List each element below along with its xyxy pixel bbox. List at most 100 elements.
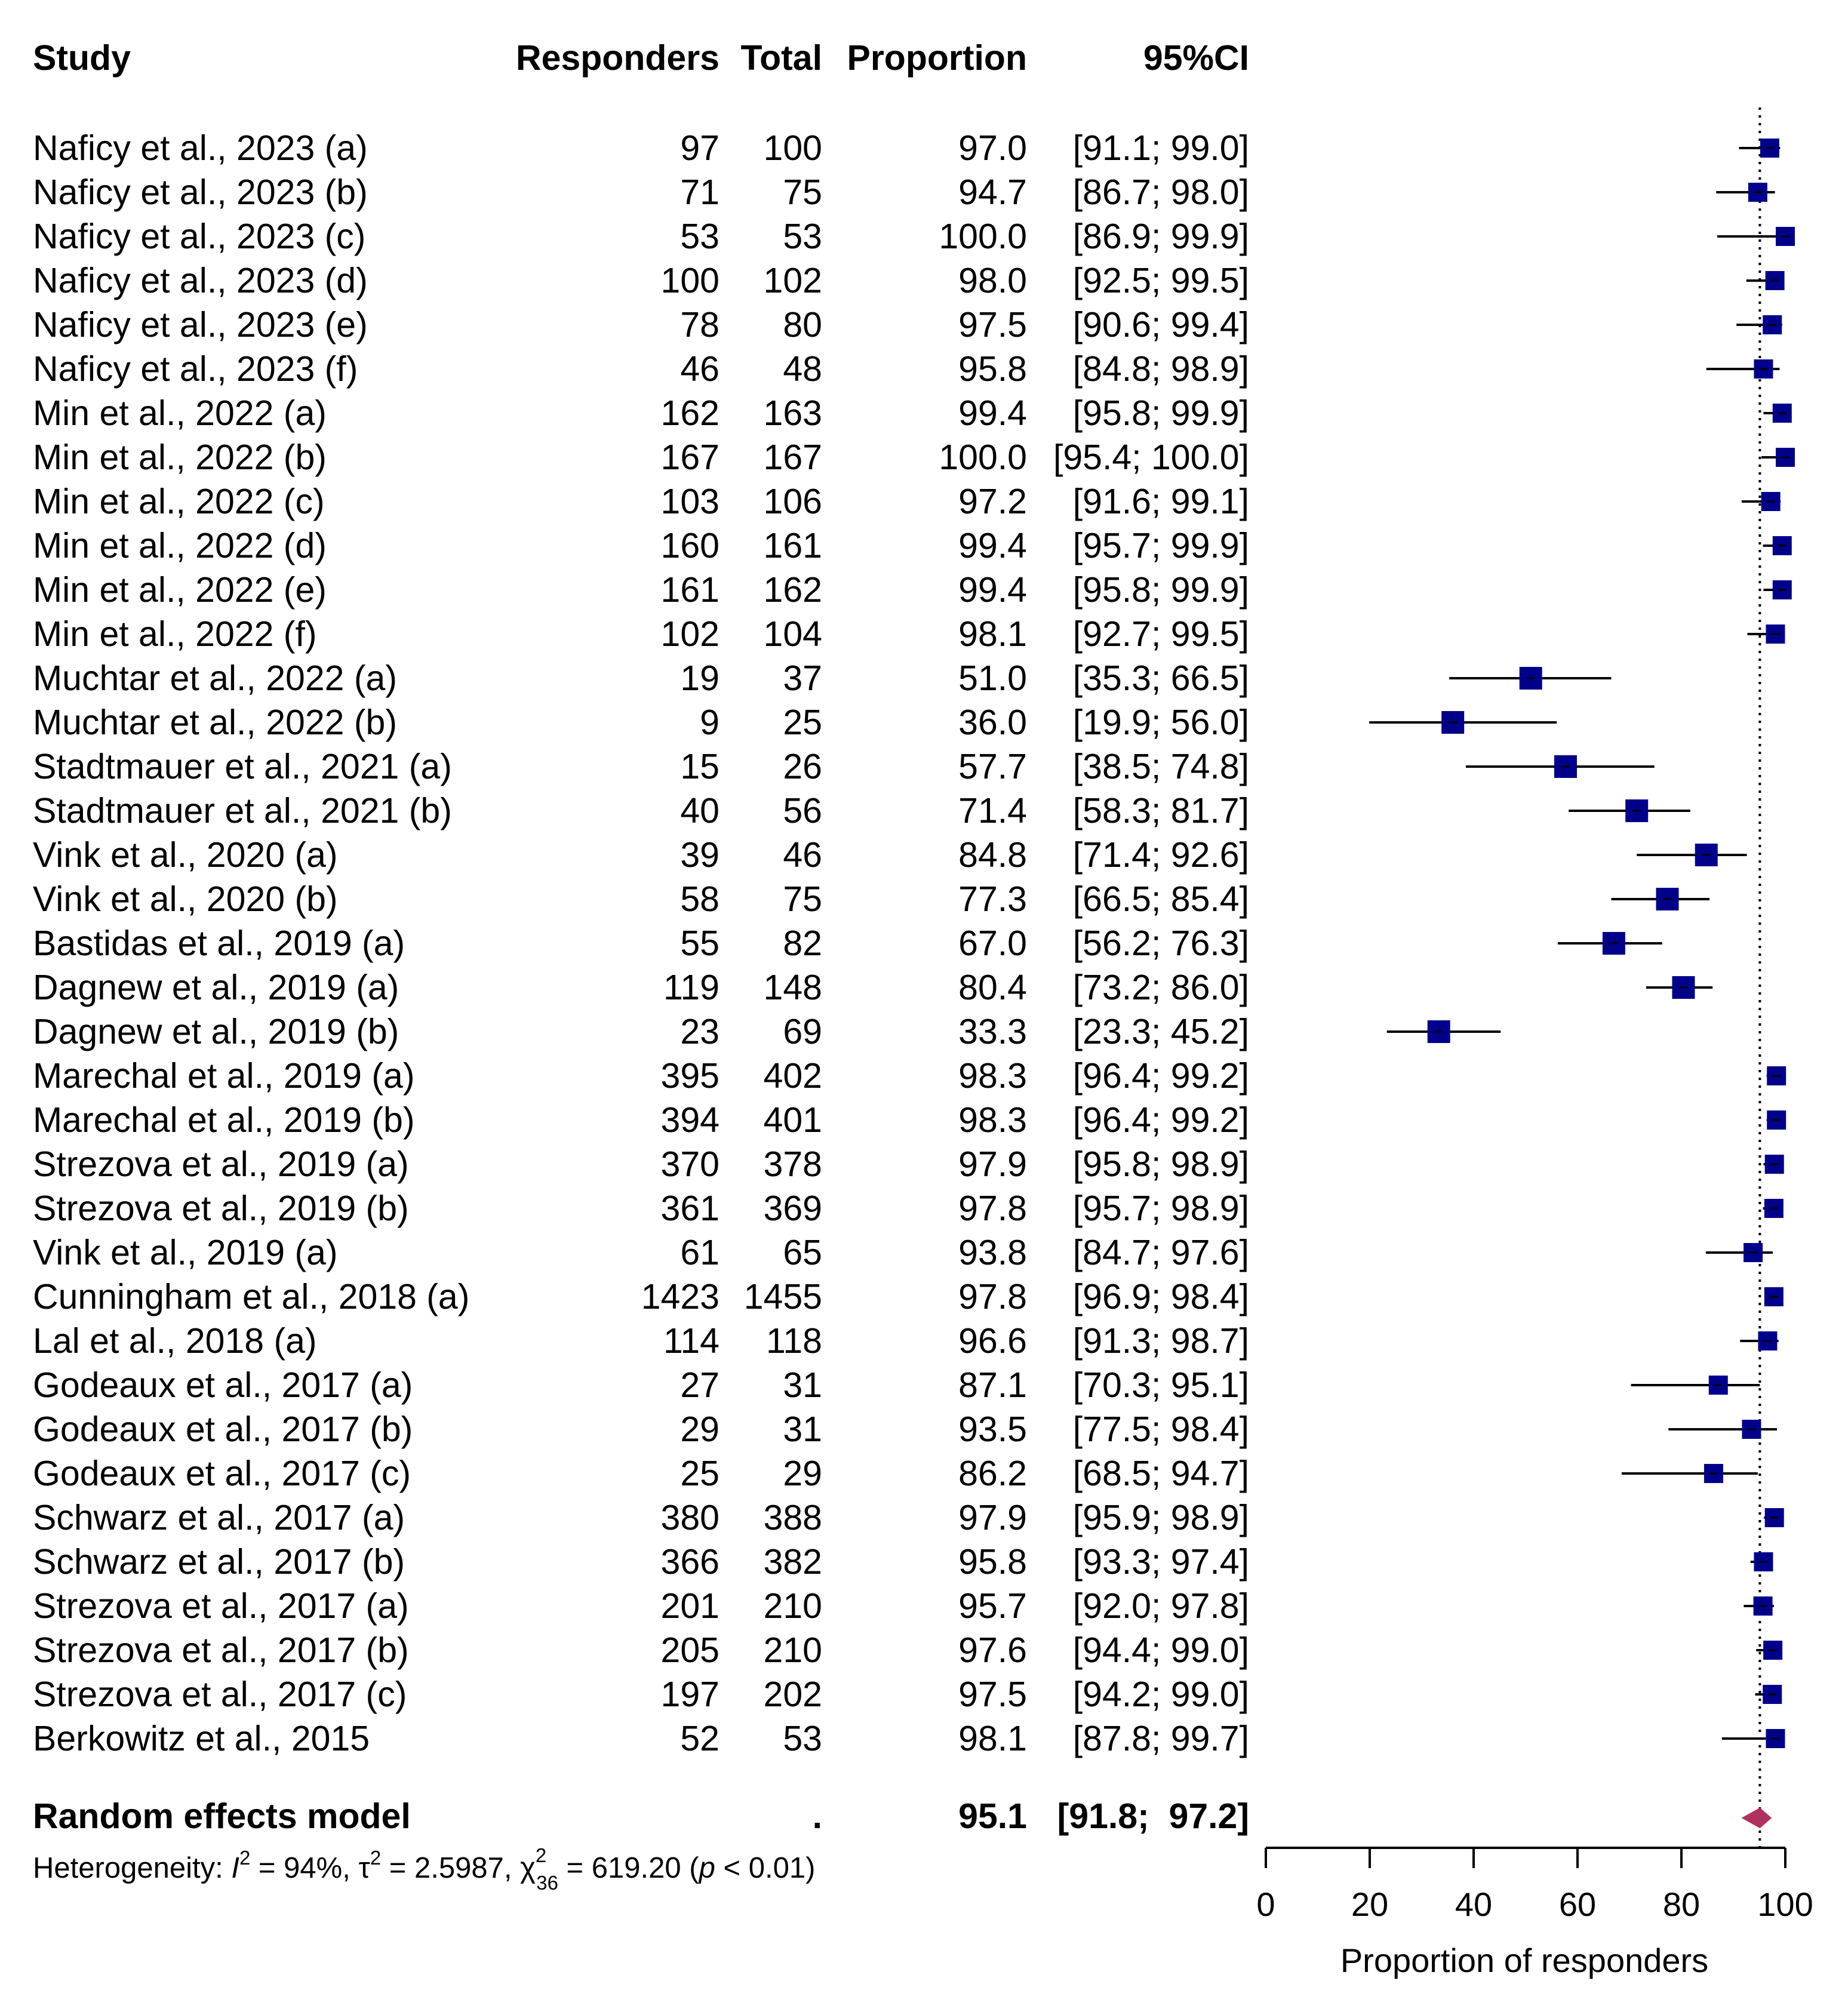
row-ci: [93.3; 97.4] (1073, 1542, 1249, 1582)
row-ci: [91.3; 98.7] (1073, 1321, 1249, 1361)
table-row: Vink et al., 2019 (a) 61 65 93.8 [84.7; 97.6… (33, 1233, 1773, 1272)
row-study: Dagnew et al., 2019 (a) (33, 968, 399, 1007)
row-ci: [95.4; 100.0] (1053, 438, 1249, 477)
row-study: Strezova et al., 2017 (b) (33, 1630, 409, 1670)
row-ci: [56.2; 76.3] (1073, 924, 1249, 963)
row-proportion: 77.3 (958, 879, 1027, 919)
row-total: 48 (783, 349, 822, 389)
table-row: Strezova et al., 2019 (b) 361 369 97.8 [95.7… (33, 1189, 1784, 1228)
table-row: Vink et al., 2020 (a) 39 46 84.8 [71.4; 92.6… (33, 835, 1747, 875)
row-proportion: 80.4 (958, 968, 1027, 1007)
table-row: Muchtar et al., 2022 (b) 9 25 36.0 [19.9; 56… (33, 703, 1557, 742)
row-proportion: 84.8 (958, 835, 1027, 875)
row-total: 25 (783, 703, 822, 742)
row-study: Naficy et al., 2023 (f) (33, 349, 358, 389)
summary-ci: [91.8; 97.2] (1057, 1796, 1249, 1836)
het-i2-symbol: I (231, 1852, 239, 1884)
row-proportion: 97.5 (958, 1675, 1027, 1714)
table-row: Naficy et al., 2023 (f) 46 48 95.8 [84.8; 98… (33, 349, 1780, 389)
row-total: 37 (783, 659, 822, 698)
row-study: Schwarz et al., 2017 (b) (33, 1542, 405, 1582)
row-responders: 119 (663, 968, 719, 1007)
row-ci: [95.8; 99.9] (1073, 393, 1249, 433)
row-study: Cunningham et al., 2018 (a) (33, 1277, 469, 1316)
row-proportion: 67.0 (958, 924, 1027, 963)
row-total: 29 (783, 1454, 822, 1493)
row-responders: 201 (661, 1586, 719, 1626)
het-chi-value: = 619.20 ( (558, 1852, 699, 1884)
table-row: Min et al., 2022 (b) 167 167 100.0 [95.4; 10… (33, 438, 1795, 477)
row-responders: 61 (680, 1233, 719, 1272)
row-responders: 71 (680, 173, 719, 212)
row-total: 100 (764, 128, 822, 168)
row-ci: [84.8; 98.9] (1073, 349, 1249, 389)
row-study: Lal et al., 2018 (a) (33, 1321, 317, 1361)
row-ci: [71.4; 92.6] (1073, 835, 1249, 875)
row-total: 402 (764, 1056, 822, 1096)
row-study: Godeaux et al., 2017 (a) (33, 1365, 413, 1405)
row-responders: 58 (680, 879, 719, 919)
row-responders: 23 (680, 1012, 719, 1051)
row-total: 104 (764, 614, 822, 654)
summary-total: . (813, 1796, 822, 1836)
row-proportion: 97.8 (958, 1189, 1027, 1228)
axis-tick-label: 20 (1351, 1885, 1388, 1923)
row-study: Vink et al., 2020 (b) (33, 879, 338, 919)
row-total: 167 (764, 438, 822, 477)
axis-tick-label: 0 (1256, 1885, 1275, 1923)
row-proportion: 97.9 (958, 1498, 1027, 1537)
row-proportion: 99.4 (958, 570, 1027, 610)
row-total: 75 (783, 879, 822, 919)
row-study: Strezova et al., 2017 (a) (33, 1586, 409, 1626)
het-chi-sup: 2 (536, 1844, 546, 1866)
row-responders: 52 (680, 1719, 719, 1758)
table-row: Min et al., 2022 (d) 160 161 99.4 [95.7; 99.… (33, 526, 1792, 565)
het-p-value: < 0.01) (715, 1852, 816, 1884)
row-total: 82 (783, 924, 822, 963)
row-proportion: 97.2 (958, 482, 1027, 521)
table-row: Min et al., 2022 (e) 161 162 99.4 [95.8; 99.… (33, 570, 1792, 610)
row-total: 26 (783, 747, 822, 786)
row-proportion: 99.4 (958, 526, 1027, 565)
table-row: Lal et al., 2018 (a) 114 118 96.6 [91.3; 98.… (33, 1321, 1779, 1361)
table-row: Godeaux et al., 2017 (c) 25 29 86.2 [68.5; 9… (33, 1454, 1758, 1493)
row-responders: 394 (661, 1100, 719, 1140)
row-proportion: 51.0 (958, 659, 1027, 698)
table-row: Marechal et al., 2019 (a) 395 402 98.3 [96.4… (33, 1056, 1786, 1096)
row-proportion: 98.1 (958, 1719, 1027, 1758)
row-total: 382 (764, 1542, 822, 1582)
row-ci: [94.4; 99.0] (1073, 1630, 1249, 1670)
row-responders: 100 (661, 261, 719, 300)
summary-row: Random effects model . 95.1 [91.8; 97.2] (33, 1796, 1772, 1836)
row-responders: 197 (661, 1675, 719, 1714)
row-responders: 25 (680, 1454, 719, 1493)
row-responders: 366 (661, 1542, 719, 1582)
table-row: Dagnew et al., 2019 (a) 119 148 80.4 [73.2; … (33, 968, 1713, 1007)
table-row: Min et al., 2022 (c) 103 106 97.2 [91.6; 99.… (33, 482, 1781, 521)
row-study: Naficy et al., 2023 (c) (33, 217, 365, 256)
row-ci: [91.1; 99.0] (1073, 128, 1249, 168)
row-responders: 39 (680, 835, 719, 875)
row-responders: 46 (680, 349, 719, 389)
het-prefix: Heterogeneity: (33, 1852, 231, 1884)
table-row: Strezova et al., 2017 (a) 201 210 95.7 [92.0… (33, 1586, 1774, 1626)
row-proportion: 95.8 (958, 349, 1027, 389)
row-study: Min et al., 2022 (a) (33, 393, 327, 433)
table-row: Bastidas et al., 2019 (a) 55 82 67.0 [56.2; … (33, 924, 1662, 963)
row-study: Vink et al., 2019 (a) (33, 1233, 338, 1272)
row-responders: 103 (661, 482, 719, 521)
row-responders: 19 (680, 659, 719, 698)
table-row: Schwarz et al., 2017 (a) 380 388 97.9 [95.9;… (33, 1498, 1784, 1537)
het-tau-symbol: τ (358, 1852, 370, 1884)
table-row: Muchtar et al., 2022 (a) 19 37 51.0 [35.3; 6… (33, 659, 1612, 698)
row-ci: [92.5; 99.5] (1073, 261, 1249, 300)
row-total: 118 (766, 1321, 822, 1361)
row-proportion: 95.7 (958, 1586, 1027, 1626)
het-i2-sup: 2 (239, 1847, 250, 1869)
row-study: Naficy et al., 2023 (d) (33, 261, 368, 300)
row-ci: [58.3; 81.7] (1073, 791, 1249, 830)
row-ci: [95.7; 99.9] (1073, 526, 1249, 565)
row-study: Stadtmauer et al., 2021 (b) (33, 791, 452, 830)
row-ci: [92.7; 99.5] (1073, 614, 1249, 654)
table-row: Min et al., 2022 (f) 102 104 98.1 [92.7; 99.… (33, 614, 1785, 654)
